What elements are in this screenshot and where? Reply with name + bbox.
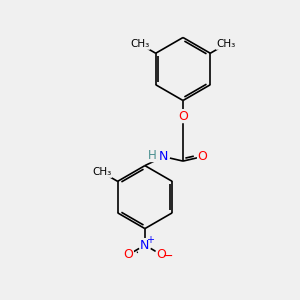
Text: O: O (198, 150, 207, 163)
Text: CH₃: CH₃ (92, 167, 112, 177)
Text: N: N (159, 150, 168, 163)
Text: O: O (178, 110, 188, 123)
Text: −: − (163, 250, 173, 263)
Text: +: + (146, 235, 154, 245)
Text: O: O (124, 248, 133, 261)
Text: CH₃: CH₃ (130, 39, 150, 49)
Text: O: O (157, 248, 166, 261)
Text: H: H (148, 148, 157, 162)
Text: CH₃: CH₃ (216, 39, 236, 49)
Text: N: N (140, 238, 150, 252)
